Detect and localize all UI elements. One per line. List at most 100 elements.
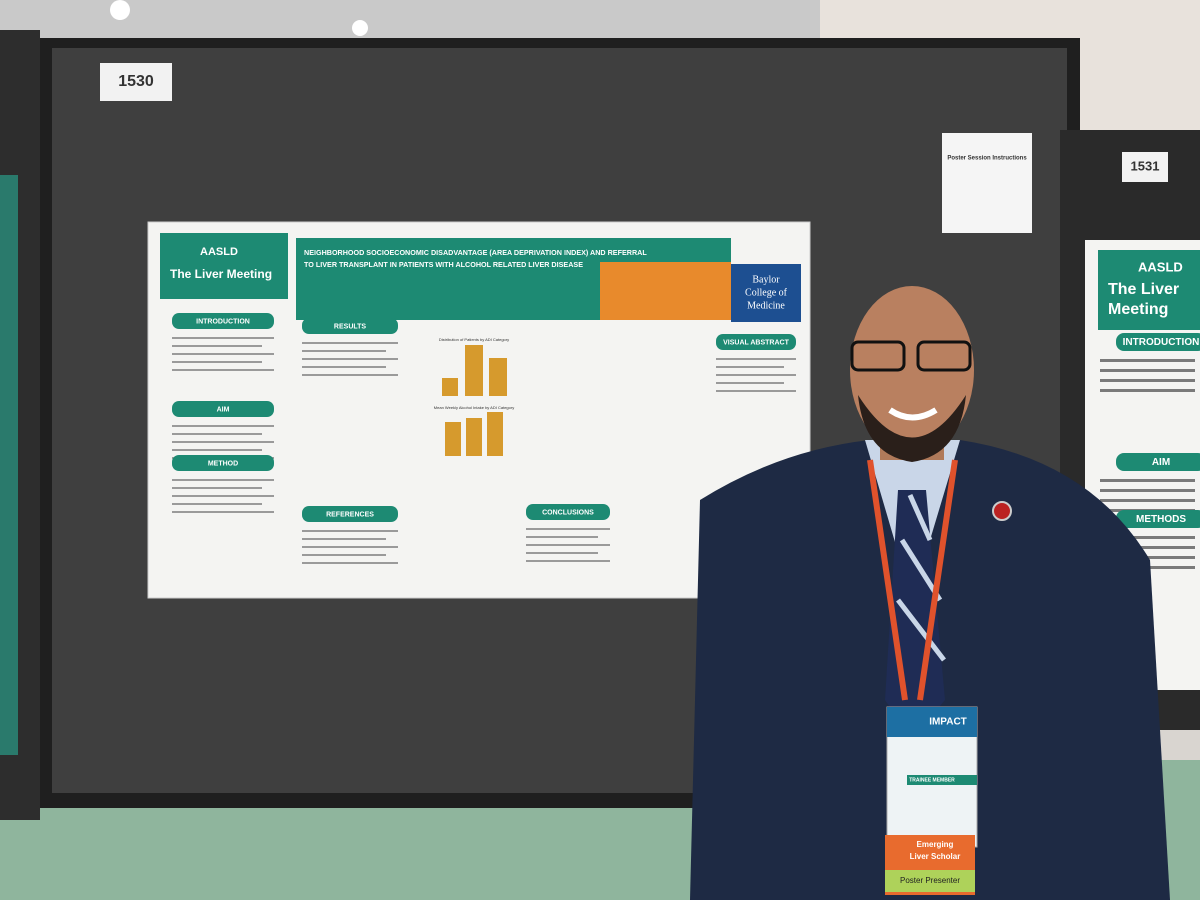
body-text-line — [302, 530, 398, 532]
chart-bar — [489, 358, 507, 396]
body-text-line — [302, 554, 386, 556]
body-text-line — [172, 511, 274, 513]
chart-title: Mean Weekly Alcohol Intake by ADI Catego… — [434, 405, 514, 410]
body-text-line — [716, 366, 784, 368]
body-text-line — [302, 366, 386, 368]
body-text-line — [1100, 359, 1195, 362]
ribbon-role: Poster Presenter — [900, 876, 960, 885]
booth-number: 1530 — [118, 73, 154, 90]
brand-block — [1098, 250, 1200, 330]
chart-bar — [487, 412, 503, 456]
body-text-line — [172, 479, 274, 481]
lanyard — [867, 459, 958, 701]
chart-bar — [442, 378, 458, 396]
beard — [858, 395, 966, 462]
body-text-line — [172, 345, 262, 347]
booth-number: 1531 — [1131, 158, 1160, 173]
body-text-line — [526, 528, 610, 530]
badge-header-band — [887, 707, 977, 737]
institution: Baylor — [752, 274, 780, 285]
section-header-band — [1116, 453, 1200, 471]
body-text-line — [1100, 489, 1195, 492]
section-header: REFERENCES — [326, 511, 374, 518]
badge-header: IMPACT — [929, 717, 967, 728]
chart-bar — [445, 422, 461, 456]
glasses — [916, 340, 972, 372]
smile — [888, 407, 938, 421]
chart-bar — [465, 345, 483, 396]
badge: IMPACT TRAINEE MEMBER Emerging Liver Sch… — [885, 706, 978, 895]
section-header: METHODS — [1136, 514, 1186, 525]
badge-member: TRAINEE MEMBER — [909, 777, 955, 783]
section-header-band — [302, 318, 398, 334]
instructions-sheet — [942, 133, 1032, 233]
chart-bar — [466, 418, 482, 456]
body-text-line — [172, 449, 262, 451]
booth-sign — [100, 63, 172, 101]
body-text-line — [172, 433, 262, 435]
section-header-band — [716, 334, 796, 350]
section-header-band — [172, 401, 274, 417]
brand-org: AASLD — [200, 246, 238, 258]
body-text-line — [1100, 546, 1195, 549]
body-text-line — [172, 487, 262, 489]
chart-title: Distribution of Patients by ADI Category — [439, 337, 509, 342]
body-text-line — [172, 495, 274, 497]
section-header: RESULTS — [334, 323, 366, 330]
body-text-line — [716, 390, 796, 392]
lapel-pin — [992, 501, 1012, 521]
body-text-line — [172, 441, 274, 443]
body-text-line — [526, 536, 598, 538]
title-art — [600, 262, 731, 320]
body-text-line — [172, 425, 274, 427]
body-text-line — [172, 337, 274, 339]
body-text-line — [526, 560, 610, 562]
body-text-line — [1100, 389, 1195, 392]
ceiling-light — [110, 0, 130, 20]
body-text-line — [1100, 479, 1195, 482]
ceiling-light — [352, 20, 368, 36]
section-header: METHOD — [208, 460, 238, 467]
body-text-line — [1100, 536, 1195, 539]
section-header: INTRODUCTION — [1123, 337, 1200, 348]
section-header: CONCLUSIONS — [542, 509, 594, 516]
section-header-band — [1116, 333, 1200, 351]
body-text-line — [716, 374, 796, 376]
instructions-title: Poster Session Instructions — [947, 156, 1027, 162]
institution: Medicine — [747, 300, 785, 311]
poster-title: NEIGHBORHOOD SOCIOECONOMIC DISADVANTAGE … — [304, 248, 647, 257]
ribbon-role-band — [885, 870, 975, 892]
member-band — [907, 775, 977, 785]
brand-meeting: Meeting — [1108, 301, 1168, 318]
head — [850, 286, 974, 454]
body-text-line — [302, 546, 398, 548]
body-text-line — [302, 342, 398, 344]
section-header-band — [1116, 510, 1200, 528]
body-text-line — [302, 538, 386, 540]
ribbon-text: Liver Scholar — [910, 852, 961, 861]
body-text-line — [1100, 379, 1195, 382]
poster-title: TO LIVER TRANSPLANT IN PATIENTS WITH ALC… — [304, 260, 583, 269]
body-text-line — [172, 503, 262, 505]
body-text-line — [302, 374, 398, 376]
section-header: INTRODUCTION — [196, 318, 250, 325]
body-text-line — [716, 382, 784, 384]
body-text-line — [526, 552, 598, 554]
brand-meeting: The Liver Meeting — [170, 267, 272, 281]
body-text-line — [1100, 499, 1195, 502]
body-text-line — [302, 358, 398, 360]
institution-block — [731, 264, 801, 322]
section-header: AIM — [217, 406, 230, 413]
institution: College of — [745, 287, 788, 298]
glasses — [850, 340, 906, 372]
section-header-band — [172, 313, 274, 329]
body-text-line — [172, 361, 262, 363]
body-text-line — [172, 369, 274, 371]
section-header-band — [526, 504, 610, 520]
brand-meeting: The Liver — [1108, 281, 1179, 298]
section-header-band — [172, 455, 274, 471]
section-header: AIM — [1152, 457, 1170, 468]
section-header: VISUAL ABSTRACT — [723, 339, 789, 346]
